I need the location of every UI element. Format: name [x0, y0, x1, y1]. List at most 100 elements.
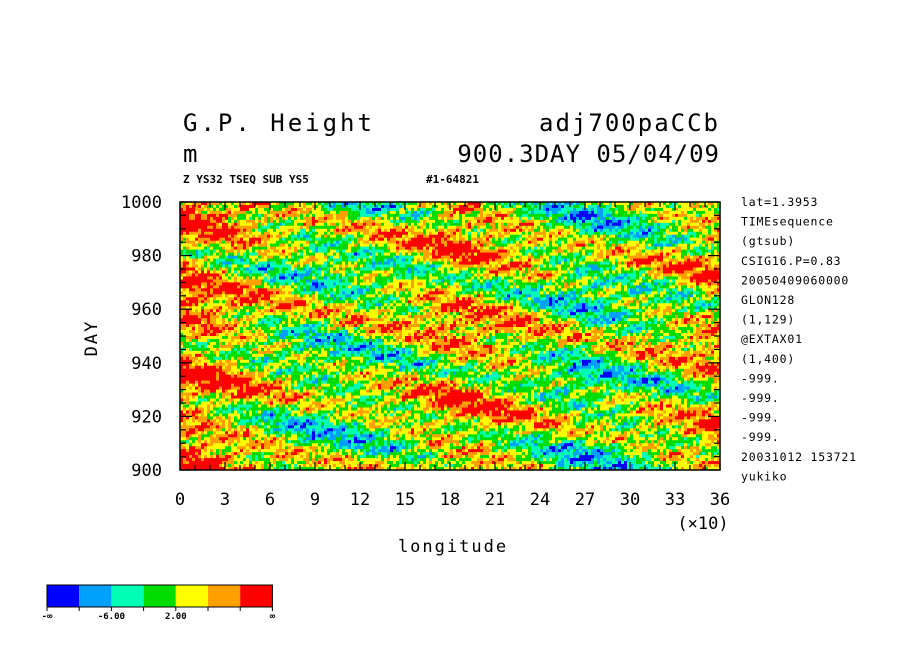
- heatmap-cell: [192, 259, 195, 262]
- heatmap-cell: [453, 229, 456, 232]
- heatmap-cell: [648, 250, 651, 253]
- heatmap-cell: [678, 268, 681, 271]
- heatmap-cell: [192, 220, 195, 223]
- heatmap-cell: [594, 273, 597, 276]
- heatmap-cell: [357, 223, 360, 226]
- heatmap-cell: [219, 214, 222, 217]
- heatmap-cell: [258, 214, 261, 217]
- heatmap-cell: [621, 253, 624, 256]
- heatmap-cell: [210, 256, 213, 259]
- heatmap-cell: [252, 241, 255, 244]
- heatmap-cell: [645, 268, 648, 271]
- heatmap-cell: [318, 229, 321, 232]
- heatmap-cell: [477, 268, 480, 271]
- heatmap-cell: [675, 256, 678, 259]
- heatmap-cell: [306, 214, 309, 217]
- heatmap-cell: [435, 238, 438, 241]
- heatmap-cell: [456, 256, 459, 259]
- heatmap-cell: [303, 247, 306, 250]
- heatmap-cell: [207, 279, 210, 282]
- heatmap-cell: [447, 223, 450, 226]
- heatmap-cell: [276, 241, 279, 244]
- heatmap-cell: [402, 247, 405, 250]
- heatmap-cell: [309, 247, 312, 250]
- heatmap-cell: [699, 276, 702, 279]
- heatmap-cell: [519, 273, 522, 276]
- heatmap-cell: [303, 276, 306, 279]
- heatmap-cell: [474, 217, 477, 220]
- heatmap-cell: [483, 232, 486, 235]
- heatmap-cell: [474, 214, 477, 217]
- heatmap-cell: [225, 273, 228, 276]
- heatmap-cell: [690, 226, 693, 229]
- heatmap-cell: [273, 223, 276, 226]
- heatmap-cell: [306, 211, 309, 214]
- heatmap-cell: [558, 276, 561, 279]
- heatmap-cell: [648, 220, 651, 223]
- heatmap-cell: [216, 232, 219, 235]
- heatmap-cell: [411, 220, 414, 223]
- heatmap-cell: [201, 214, 204, 217]
- heatmap-cell: [363, 247, 366, 250]
- heatmap-cell: [255, 256, 258, 259]
- heatmap-cell: [300, 235, 303, 238]
- heatmap-cell: [561, 256, 564, 259]
- heatmap-cell: [600, 268, 603, 271]
- heatmap-cell: [396, 238, 399, 241]
- heatmap-cell: [291, 279, 294, 282]
- heatmap-cell: [279, 247, 282, 250]
- heatmap-cell: [486, 273, 489, 276]
- heatmap-cell: [363, 244, 366, 247]
- heatmap-cell: [396, 223, 399, 226]
- heatmap-cell: [333, 256, 336, 259]
- heatmap-cell: [204, 259, 207, 262]
- heatmap-cell: [693, 211, 696, 214]
- heatmap-cell: [624, 262, 627, 265]
- heatmap-cell: [681, 217, 684, 220]
- heatmap-cell: [654, 262, 657, 265]
- heatmap-cell: [261, 250, 264, 253]
- heatmap-cell: [366, 211, 369, 214]
- heatmap-cell: [534, 238, 537, 241]
- heatmap-cell: [318, 208, 321, 211]
- heatmap-cell: [363, 208, 366, 211]
- heatmap-cell: [705, 268, 708, 271]
- heatmap-cell: [273, 241, 276, 244]
- heatmap-cell: [270, 273, 273, 276]
- heatmap-cell: [303, 226, 306, 229]
- heatmap-cell: [324, 265, 327, 268]
- heatmap-cell: [585, 270, 588, 273]
- heatmap-cell: [369, 205, 372, 208]
- heatmap-cell: [471, 232, 474, 235]
- heatmap-cell: [339, 256, 342, 259]
- heatmap-cell: [546, 241, 549, 244]
- heatmap-cell: [594, 223, 597, 226]
- heatmap-cell: [216, 268, 219, 271]
- heatmap-cell: [330, 220, 333, 223]
- heatmap-cell: [531, 232, 534, 235]
- heatmap-cell: [462, 276, 465, 279]
- heatmap-cell: [255, 214, 258, 217]
- heatmap-cell: [567, 259, 570, 262]
- heatmap-cell: [261, 232, 264, 235]
- heatmap-cell: [192, 238, 195, 241]
- heatmap-cell: [231, 223, 234, 226]
- heatmap-cell: [663, 205, 666, 208]
- heatmap-cell: [366, 226, 369, 229]
- heatmap-cell: [318, 223, 321, 226]
- heatmap-cell: [588, 211, 591, 214]
- heatmap-cell: [582, 214, 585, 217]
- heatmap-cell: [219, 279, 222, 282]
- heatmap-cell: [480, 217, 483, 220]
- heatmap-cell: [621, 256, 624, 259]
- heatmap-cell: [675, 270, 678, 273]
- heatmap-cell: [543, 238, 546, 241]
- heatmap-cell: [480, 265, 483, 268]
- heatmap-cell: [324, 241, 327, 244]
- heatmap-cell: [534, 211, 537, 214]
- heatmap-cell: [579, 229, 582, 232]
- heatmap-cell: [471, 244, 474, 247]
- heatmap-cell: [315, 217, 318, 220]
- heatmap-cell: [390, 244, 393, 247]
- heatmap-cell: [660, 273, 663, 276]
